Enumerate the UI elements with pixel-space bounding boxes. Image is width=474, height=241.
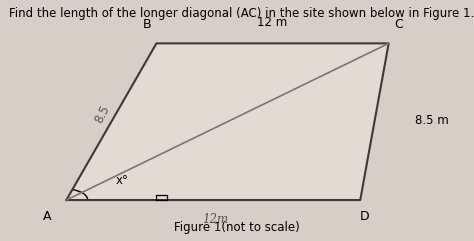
Text: 12m: 12m [202,213,229,226]
Text: A: A [43,210,52,223]
Text: Figure 1(not to scale): Figure 1(not to scale) [174,221,300,234]
Text: 12 m: 12 m [257,16,288,29]
Text: 8.5: 8.5 [92,103,112,126]
Polygon shape [66,43,389,200]
Text: x°: x° [116,174,129,187]
Text: B: B [143,18,151,31]
Text: C: C [394,18,402,31]
Text: 8.5 m: 8.5 m [415,114,448,127]
Text: D: D [360,210,370,223]
Text: Find the length of the longer diagonal (AC) in the site shown below in Figure 1.: Find the length of the longer diagonal (… [9,7,474,20]
